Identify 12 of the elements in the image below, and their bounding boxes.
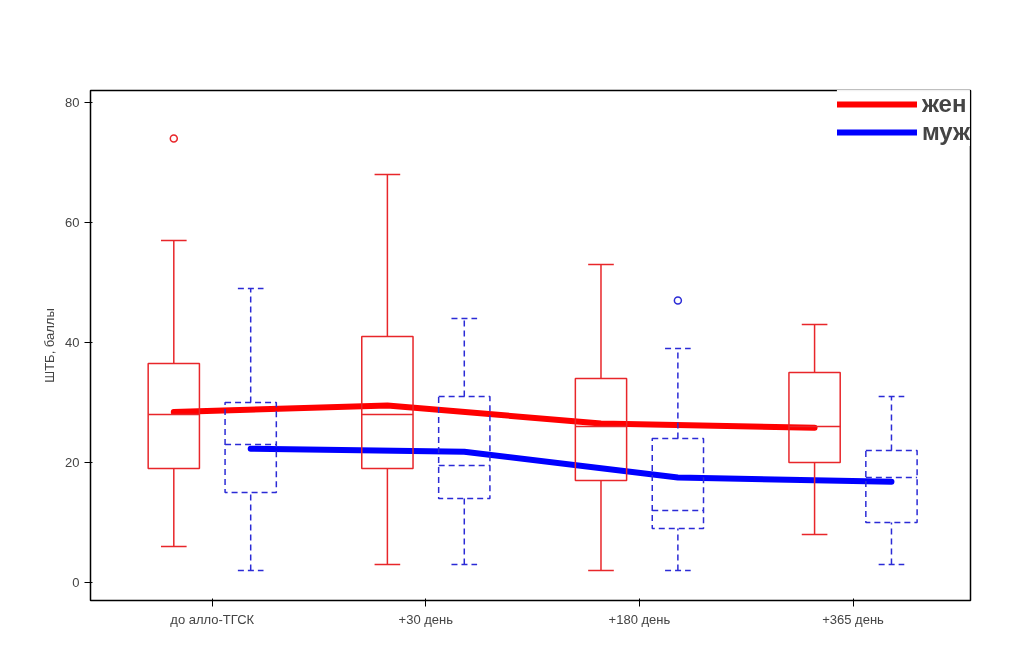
x-tick-label: +180 день	[608, 611, 671, 627]
y-axis-title: ШТБ, баллы	[42, 308, 58, 383]
legend-label: жен	[921, 90, 967, 118]
x-tick-label: до алло-ТГСК	[170, 611, 255, 627]
y-tick-label: 0	[72, 575, 80, 590]
legend-label: муж	[921, 118, 970, 146]
y-tick-label: 40	[65, 335, 80, 350]
y-tick-label: 80	[65, 95, 80, 110]
y-tick-label: 20	[65, 455, 80, 470]
x-tick-label: +30 день	[398, 611, 454, 627]
y-tick-label: 60	[65, 215, 80, 230]
x-tick-label: +365 день	[822, 611, 885, 627]
